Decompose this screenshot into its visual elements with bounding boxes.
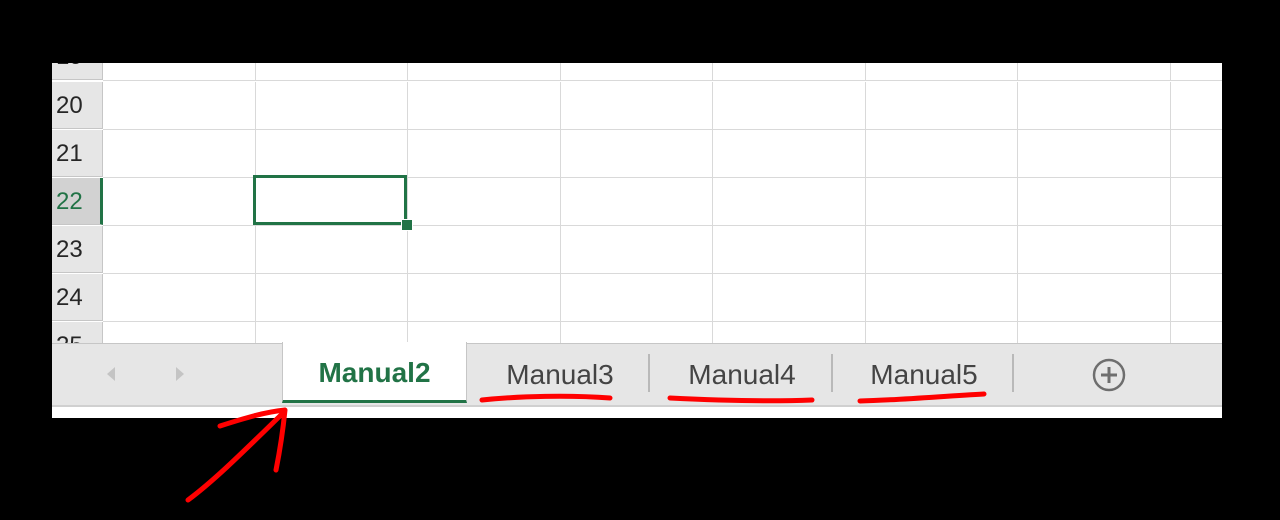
- row-header[interactable]: 20: [52, 82, 103, 129]
- cell[interactable]: [1171, 82, 1222, 130]
- excel-window: 19 20 21: [52, 63, 1222, 418]
- cell[interactable]: [866, 82, 1018, 130]
- cell[interactable]: [1171, 322, 1222, 343]
- cell[interactable]: [103, 322, 256, 343]
- cell[interactable]: [1171, 63, 1222, 81]
- cell[interactable]: [256, 130, 408, 178]
- cell[interactable]: [866, 130, 1018, 178]
- tab-separator: [1012, 354, 1014, 392]
- row-header[interactable]: 25: [52, 322, 103, 343]
- triangle-left-icon[interactable]: [105, 366, 117, 386]
- row-header[interactable]: 24: [52, 274, 103, 321]
- worksheet-row: 19: [52, 63, 1222, 81]
- cell[interactable]: [256, 274, 408, 322]
- tab-separator: [648, 354, 650, 392]
- active-cell-selection[interactable]: [253, 175, 407, 225]
- row-header[interactable]: 23: [52, 226, 103, 273]
- cell[interactable]: [103, 130, 256, 178]
- sheet-tab-manual4[interactable]: Manual4: [688, 359, 796, 390]
- cell[interactable]: [866, 322, 1018, 343]
- worksheet-row: 23: [52, 226, 1222, 274]
- horizontal-scroll-strip: [52, 405, 1222, 418]
- cell[interactable]: [408, 322, 561, 343]
- cell[interactable]: [561, 63, 713, 81]
- cell[interactable]: [256, 82, 408, 130]
- cell[interactable]: [256, 322, 408, 343]
- row-header-selected[interactable]: 22: [52, 178, 103, 225]
- cell[interactable]: [1018, 226, 1171, 274]
- fill-handle[interactable]: [401, 219, 413, 231]
- cell[interactable]: [561, 322, 713, 343]
- cell[interactable]: [561, 178, 713, 226]
- cell[interactable]: [408, 82, 561, 130]
- cell[interactable]: [1018, 178, 1171, 226]
- cell[interactable]: [1171, 178, 1222, 226]
- worksheet-grid[interactable]: 19 20 21: [52, 63, 1222, 343]
- cell[interactable]: [1171, 130, 1222, 178]
- cell[interactable]: [103, 63, 256, 81]
- triangle-right-icon[interactable]: [174, 366, 186, 386]
- tab-separator: [831, 354, 833, 392]
- annotation-arrow-shaft: [185, 411, 285, 503]
- row-header[interactable]: 21: [52, 130, 103, 177]
- sheet-tab-manual5[interactable]: Manual5: [870, 359, 978, 390]
- worksheet-row: 25: [52, 322, 1222, 343]
- cell[interactable]: [713, 63, 866, 81]
- cell[interactable]: [561, 82, 713, 130]
- row-header[interactable]: 19: [52, 63, 103, 80]
- cell[interactable]: [1171, 226, 1222, 274]
- cell[interactable]: [866, 178, 1018, 226]
- cell[interactable]: [103, 178, 256, 226]
- cell[interactable]: [256, 226, 408, 274]
- cell[interactable]: [256, 178, 408, 226]
- cell[interactable]: [1171, 274, 1222, 322]
- worksheet-row: 24: [52, 274, 1222, 322]
- cell[interactable]: [866, 63, 1018, 81]
- cell[interactable]: [1018, 274, 1171, 322]
- worksheet-row: 21: [52, 130, 1222, 178]
- annotation-arrow-head: [217, 407, 288, 473]
- worksheet-row: 20: [52, 82, 1222, 130]
- cell[interactable]: [408, 63, 561, 81]
- cell[interactable]: [713, 274, 866, 322]
- cell[interactable]: [561, 130, 713, 178]
- cell[interactable]: [256, 63, 408, 81]
- cell[interactable]: [408, 226, 561, 274]
- cell[interactable]: [408, 130, 561, 178]
- worksheet-row: 22: [52, 178, 1222, 226]
- sheet-tab-manual3[interactable]: Manual3: [506, 359, 614, 390]
- cell[interactable]: [561, 274, 713, 322]
- cell[interactable]: [103, 226, 256, 274]
- sheet-tab-manual2[interactable]: Manual2: [282, 342, 467, 403]
- cell[interactable]: [713, 322, 866, 343]
- cell[interactable]: [103, 274, 256, 322]
- cell[interactable]: [1018, 322, 1171, 343]
- cell[interactable]: [713, 130, 866, 178]
- cell[interactable]: [713, 226, 866, 274]
- cell[interactable]: [1018, 130, 1171, 178]
- cell[interactable]: [866, 226, 1018, 274]
- cell[interactable]: [866, 274, 1018, 322]
- cell[interactable]: [408, 274, 561, 322]
- sheet-tab-bar: Manual2 Manual3 Manual4 Manual5: [52, 342, 1222, 405]
- cell[interactable]: [713, 82, 866, 130]
- cell[interactable]: [408, 178, 561, 226]
- cell[interactable]: [1018, 63, 1171, 81]
- plus-circle-icon[interactable]: [1092, 358, 1126, 392]
- cell[interactable]: [713, 178, 866, 226]
- cell[interactable]: [103, 82, 256, 130]
- cell[interactable]: [561, 226, 713, 274]
- cell[interactable]: [1018, 82, 1171, 130]
